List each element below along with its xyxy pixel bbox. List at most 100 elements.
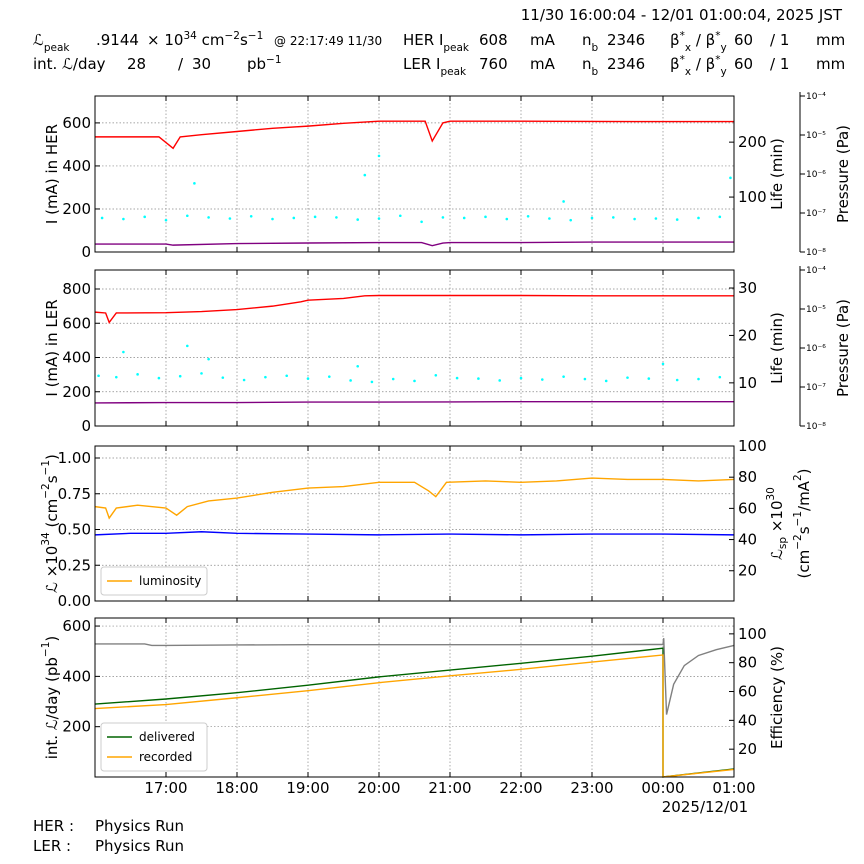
y3-tick-label: 10⁻⁸ bbox=[806, 248, 826, 258]
text-part: Pressure (Pa) bbox=[834, 125, 852, 223]
data-point bbox=[136, 373, 139, 376]
text-part: mA bbox=[530, 31, 556, 49]
data-line bbox=[94, 294, 734, 324]
plot-frame bbox=[94, 269, 735, 427]
header-item: 760 bbox=[479, 55, 508, 73]
data-point bbox=[363, 173, 367, 177]
text-part: / β bbox=[691, 55, 715, 73]
y-label: I (mA) in HER bbox=[43, 124, 61, 224]
header-item: nb bbox=[582, 31, 599, 54]
text-part: β bbox=[670, 55, 680, 73]
text-part: n bbox=[582, 31, 592, 49]
data-point bbox=[718, 375, 722, 379]
data-point bbox=[633, 217, 636, 221]
text-part: ×10 bbox=[768, 500, 786, 536]
header-item: / 1 bbox=[770, 55, 789, 73]
plot-frame bbox=[94, 95, 735, 253]
panel: 0 200 400 600 100 200 10⁻⁸ 10⁻⁷ 10⁻⁶ 10⁻⁵ 10⁻⁴ Pres… bbox=[43, 92, 852, 261]
run-label: HER : bbox=[33, 817, 74, 835]
text-part: peak bbox=[443, 42, 470, 54]
text-part: (cm bbox=[43, 499, 61, 532]
data-point bbox=[271, 217, 274, 221]
y3-tick-label: 10⁻⁷ bbox=[806, 383, 826, 393]
y2-label: ℒsp ×1030 bbox=[765, 487, 789, 560]
text-part: ) bbox=[795, 469, 813, 475]
y-tick-label: 600 bbox=[62, 314, 91, 332]
y3-tick-label: 10⁻⁴ bbox=[806, 92, 826, 102]
data-point bbox=[391, 377, 395, 381]
text-part: 2346 bbox=[607, 55, 645, 73]
data-line bbox=[94, 400, 734, 404]
text-part: / 1 bbox=[770, 55, 789, 73]
text-part: −1 bbox=[266, 54, 281, 66]
y-label: ℒ ×1034 (cm−2s−1) bbox=[40, 454, 61, 593]
data-point bbox=[718, 215, 722, 219]
text-part: * bbox=[715, 30, 720, 42]
text-part: @ 22:17:49 11/30 bbox=[274, 34, 382, 48]
data-point bbox=[562, 200, 565, 203]
y-tick-label: 0.50 bbox=[58, 521, 91, 539]
text-part: 30 bbox=[765, 487, 777, 500]
data-line bbox=[94, 477, 735, 520]
text-part: mA bbox=[530, 55, 556, 73]
y-tick-label: 1.00 bbox=[58, 449, 91, 467]
data-point bbox=[178, 374, 182, 378]
y-tick-label: 0 bbox=[81, 417, 91, 435]
header-item: int. ℒ/day bbox=[33, 55, 106, 73]
data-point bbox=[729, 176, 732, 180]
text-part: y bbox=[720, 66, 726, 78]
y2-tick-label: 80 bbox=[738, 468, 757, 486]
y-tick-label: 200 bbox=[62, 200, 91, 218]
y-tick-label: 800 bbox=[62, 280, 91, 298]
text-part: / bbox=[178, 55, 184, 73]
data-point bbox=[548, 217, 551, 220]
data-point bbox=[420, 220, 423, 224]
data-point bbox=[441, 216, 445, 219]
y2-tick-label: 100 bbox=[738, 625, 767, 643]
data-line bbox=[94, 654, 735, 778]
text-part: β bbox=[670, 31, 680, 49]
text-part: Pressure (Pa) bbox=[834, 299, 852, 397]
header-item: HER Ipeak bbox=[403, 31, 470, 54]
data-point bbox=[498, 379, 502, 382]
data-point bbox=[526, 214, 530, 218]
data-point bbox=[675, 378, 679, 382]
text-part: I (mA) in LER bbox=[43, 299, 61, 396]
data-point bbox=[654, 217, 658, 220]
header-item: 608 bbox=[479, 31, 508, 49]
x-tick-label: 20:00 bbox=[357, 779, 400, 797]
text-part: 2346 bbox=[607, 31, 645, 49]
legend-box bbox=[100, 566, 208, 596]
y-tick-label: 600 bbox=[62, 617, 91, 635]
x-tick-label: 00:00 bbox=[641, 779, 684, 797]
text-part: 60 bbox=[734, 55, 753, 73]
header-item: mA bbox=[530, 55, 556, 73]
data-point bbox=[328, 375, 331, 378]
data-point bbox=[242, 378, 246, 382]
data-point bbox=[97, 374, 100, 378]
y2-tick-label: 200 bbox=[738, 133, 767, 151]
text-part: mm bbox=[816, 31, 845, 49]
legend-label: recorded bbox=[139, 750, 192, 764]
legend-label: delivered bbox=[139, 730, 195, 744]
y-tick-label: 0.00 bbox=[58, 592, 91, 610]
data-line bbox=[95, 120, 734, 150]
data-point bbox=[157, 376, 161, 380]
data-point bbox=[122, 350, 125, 354]
header-item: mm bbox=[816, 31, 845, 49]
header-item: pb−1 bbox=[247, 54, 282, 73]
text-part: b bbox=[592, 42, 599, 54]
y2-tick-label: 60 bbox=[738, 683, 757, 701]
y-tick-label: 400 bbox=[62, 157, 91, 175]
text-part: LER I bbox=[403, 55, 440, 73]
text-part: s bbox=[795, 526, 813, 534]
y2-label: Life (min) bbox=[768, 312, 786, 384]
y-tick-label: 0.75 bbox=[58, 485, 91, 503]
header-item: 60 bbox=[734, 55, 753, 73]
data-point bbox=[455, 376, 459, 380]
text-part: HER I bbox=[403, 31, 443, 49]
data-point bbox=[399, 214, 402, 218]
y2-tick-label: 100 bbox=[738, 188, 767, 206]
x-tick-label: 21:00 bbox=[428, 779, 471, 797]
text-part: * bbox=[680, 54, 685, 66]
